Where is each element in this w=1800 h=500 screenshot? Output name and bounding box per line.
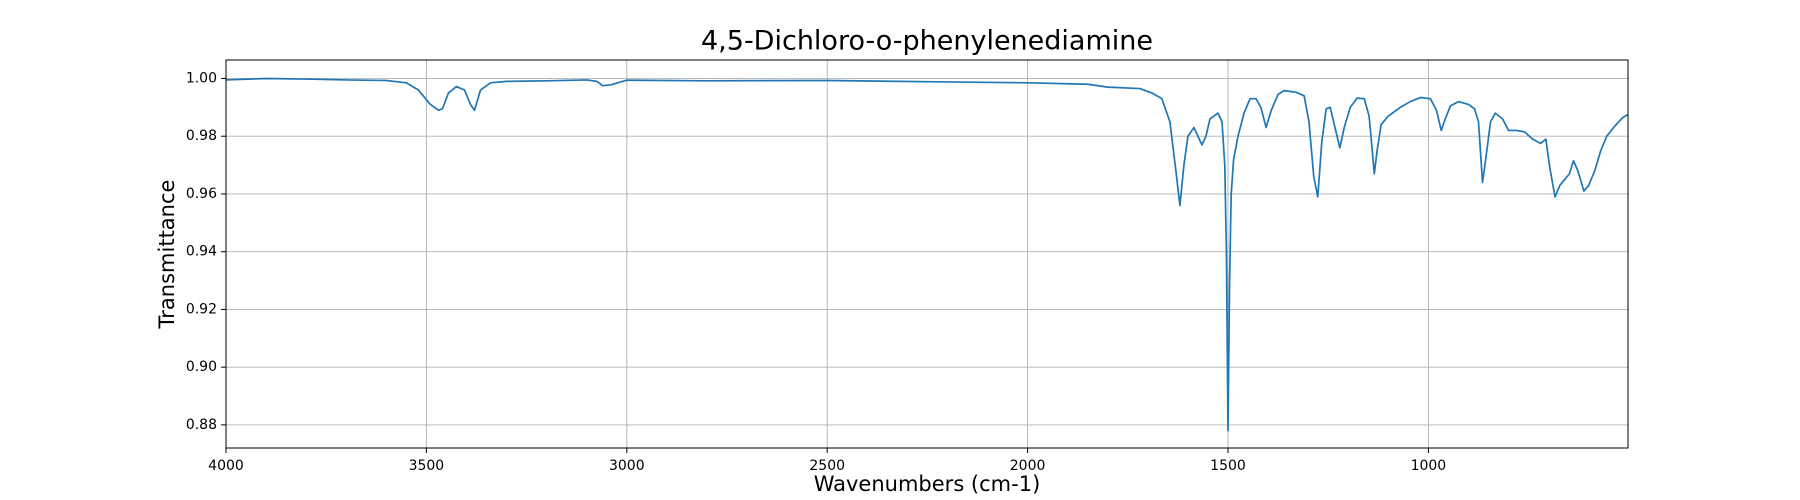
- x-axis-label: Wavenumbers (cm-1): [814, 472, 1041, 496]
- x-tick-label: 3000: [609, 458, 645, 474]
- chart-title: 4,5-Dichloro-o-phenylenediamine: [701, 26, 1153, 57]
- y-tick-label: 0.92: [186, 301, 217, 317]
- x-tick-label: 2500: [809, 458, 845, 474]
- y-tick-label: 1.00: [186, 70, 217, 86]
- x-tick-label: 1500: [1210, 458, 1246, 474]
- x-tick-label: 3500: [409, 458, 445, 474]
- y-tick-label: 0.98: [186, 128, 217, 144]
- plot-frame: [225, 59, 1629, 449]
- x-tick-label: 4000: [208, 458, 244, 474]
- y-axis-label: Transmittance: [155, 180, 179, 330]
- x-tick-label: 2000: [1010, 458, 1046, 474]
- spectrum-line: [225, 77, 1629, 432]
- y-tick-label: 0.96: [186, 186, 217, 202]
- y-tick-label: 0.88: [186, 417, 217, 433]
- y-tick-label: 0.94: [186, 244, 217, 260]
- y-tick-label: 0.90: [186, 359, 217, 375]
- x-tick-label: 1000: [1411, 458, 1447, 474]
